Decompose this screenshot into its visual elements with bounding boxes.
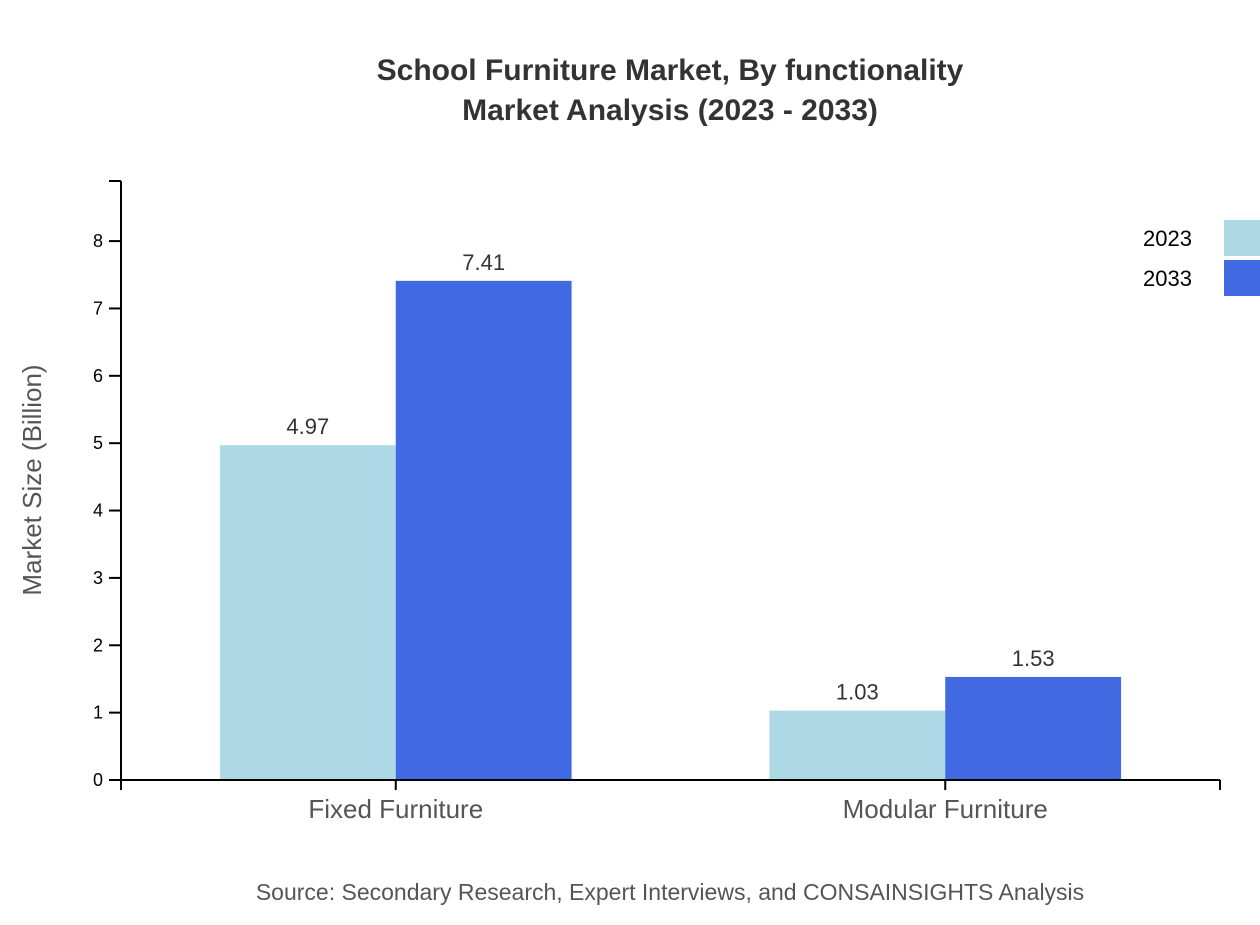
y-tick-label: 1 [93,703,103,723]
y-tick-label: 3 [93,568,103,588]
legend-label: 2033 [1143,266,1192,291]
y-tick-label: 2 [93,635,103,655]
data-label: 4.97 [286,414,329,439]
bar-2023-1 [769,710,946,780]
x-tick-label: Modular Furniture [843,794,1048,824]
legend-swatch-2033 [1224,260,1260,296]
y-axis-label: Market Size (Billion) [17,364,47,595]
data-label: 1.53 [1012,646,1055,671]
bar-2033-0 [395,280,572,780]
source-note: Source: Secondary Research, Expert Inter… [256,879,1084,905]
x-tick-label: Fixed Furniture [308,794,483,824]
y-tick-label: 4 [93,501,103,521]
y-tick-label: 5 [93,433,103,453]
y-tick-label: 6 [93,366,103,386]
bar-2023-0 [219,445,396,780]
chart-title-line-1: School Furniture Market, By functionalit… [377,54,964,87]
bar-2033-1 [945,676,1122,780]
legend-label: 2023 [1143,226,1192,251]
chart-title-line-2: Market Analysis (2023 - 2033) [462,94,878,127]
y-tick-label: 8 [93,231,103,251]
data-label: 7.41 [462,250,505,275]
legend-swatch-2023 [1224,220,1260,256]
y-tick-label: 0 [93,770,103,790]
data-label: 1.03 [836,680,879,705]
y-tick-label: 7 [93,298,103,318]
